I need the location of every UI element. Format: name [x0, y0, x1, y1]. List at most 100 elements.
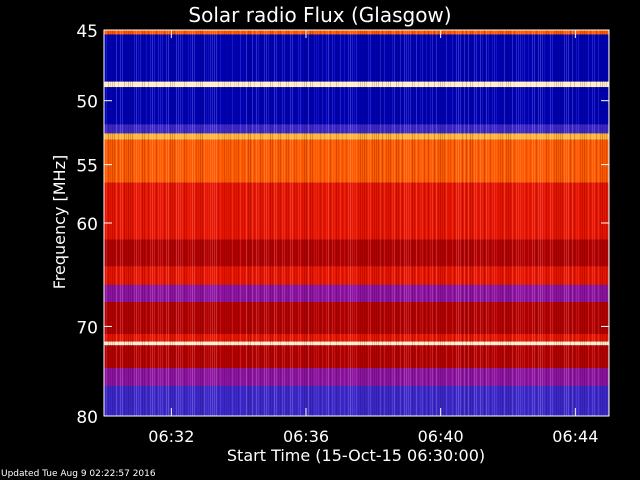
noise-streak	[232, 30, 233, 416]
noise-streak	[404, 30, 405, 416]
noise-streak	[596, 30, 597, 416]
noise-streak	[402, 30, 403, 416]
noise-streak	[264, 30, 265, 416]
noise-streak	[178, 30, 179, 416]
y-tick-label: 50	[76, 93, 98, 113]
noise-streak	[366, 30, 367, 416]
noise-streak	[282, 30, 283, 416]
noise-streak	[510, 30, 511, 416]
noise-streak	[468, 30, 469, 416]
noise-streak	[358, 30, 359, 416]
noise-streak	[252, 30, 253, 416]
noise-streak	[134, 30, 135, 416]
noise-streak	[370, 30, 371, 416]
noise-streak	[436, 30, 437, 416]
noise-streak	[534, 30, 535, 416]
noise-streak	[286, 30, 287, 416]
noise-streak	[354, 30, 355, 416]
frequency-band	[104, 334, 609, 342]
frequency-band	[104, 124, 609, 134]
x-tick-label: 06:40	[418, 427, 464, 446]
noise-streak	[136, 30, 137, 416]
noise-streak	[250, 30, 251, 416]
noise-streak	[130, 30, 131, 416]
y-tick-label: 60	[76, 215, 98, 235]
noise-streak	[268, 30, 269, 416]
noise-streak	[304, 30, 305, 416]
noise-streak	[148, 30, 149, 416]
x-tick-label: 06:44	[552, 427, 598, 446]
noise-streak	[292, 30, 293, 416]
noise-streak	[484, 30, 485, 416]
frequency-band	[104, 266, 609, 285]
noise-streak	[552, 30, 553, 416]
noise-streak	[446, 30, 447, 416]
frequency-band	[104, 345, 609, 369]
noise-streak	[238, 30, 239, 416]
noise-streak	[126, 30, 127, 416]
noise-streak	[482, 30, 483, 416]
noise-streak	[580, 30, 581, 416]
frequency-band	[104, 341, 609, 346]
noise-streak	[578, 30, 579, 416]
noise-streak	[372, 30, 373, 416]
noise-streak	[146, 30, 147, 416]
noise-streak	[190, 30, 191, 416]
noise-streak	[242, 30, 243, 416]
noise-streak	[316, 30, 317, 416]
noise-streak	[144, 30, 145, 416]
noise-streak	[600, 30, 601, 416]
noise-streak	[454, 30, 455, 416]
noise-streak	[218, 30, 219, 416]
noise-streak	[118, 30, 119, 416]
noise-streak	[488, 30, 489, 416]
noise-streak	[460, 30, 461, 416]
noise-streak	[344, 30, 345, 416]
noise-streak	[284, 30, 285, 416]
noise-streak	[584, 30, 585, 416]
noise-streak	[206, 30, 207, 416]
noise-streak	[234, 30, 235, 416]
noise-streak	[444, 30, 445, 416]
noise-streak	[434, 30, 435, 416]
y-tick-label: 55	[76, 157, 98, 177]
noise-streak	[410, 30, 411, 416]
noise-streak	[220, 30, 221, 416]
noise-streak	[124, 30, 125, 416]
noise-streak	[462, 30, 463, 416]
noise-streak	[554, 30, 555, 416]
frequency-band	[104, 139, 609, 183]
noise-streak	[276, 30, 277, 416]
noise-streak	[290, 30, 291, 416]
noise-streak	[152, 30, 153, 416]
noise-streak	[240, 30, 241, 416]
x-tick-label: 06:32	[148, 427, 194, 446]
noise-streak	[272, 30, 273, 416]
noise-streak	[270, 30, 271, 416]
noise-streak	[386, 30, 387, 416]
noise-streak	[222, 30, 223, 416]
noise-streak	[414, 30, 415, 416]
noise-streak	[172, 30, 173, 416]
noise-streak	[566, 30, 567, 416]
noise-streak	[158, 30, 159, 416]
frequency-band	[104, 182, 609, 240]
noise-streak	[348, 30, 349, 416]
noise-streak	[228, 30, 229, 416]
noise-streak	[200, 30, 201, 416]
noise-streak	[338, 30, 339, 416]
noise-streak	[514, 30, 515, 416]
frequency-band	[104, 385, 609, 416]
noise-streak	[162, 30, 163, 416]
noise-streak	[586, 30, 587, 416]
noise-streak	[194, 30, 195, 416]
heatmap-layer	[104, 30, 609, 416]
noise-streak	[450, 30, 451, 416]
noise-streak	[398, 30, 399, 416]
noise-streak	[542, 30, 543, 416]
noise-streak	[274, 30, 275, 416]
chart-title: Solar radio Flux (Glasgow)	[188, 3, 452, 27]
noise-streak	[330, 30, 331, 416]
noise-streak	[164, 30, 165, 416]
noise-streak	[498, 30, 499, 416]
